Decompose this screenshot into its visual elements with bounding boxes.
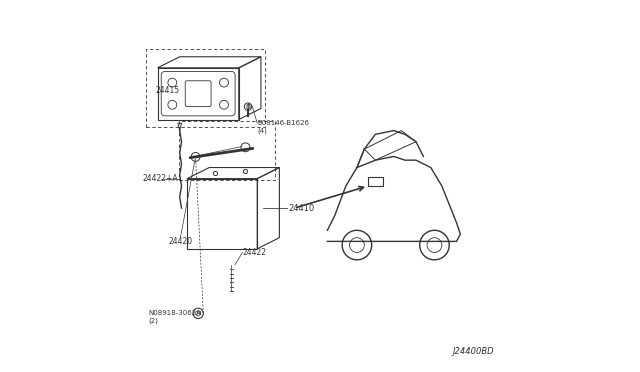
Text: N: N [196, 311, 200, 316]
Bar [368, 177, 383, 186]
Text: N08918-3062A
(2): N08918-3062A (2) [148, 310, 201, 324]
Text: B: B [246, 104, 250, 109]
Text: 24422: 24422 [243, 248, 266, 257]
Text: 24410: 24410 [289, 203, 315, 213]
Text: 24415: 24415 [156, 86, 180, 94]
Text: 24420: 24420 [168, 237, 193, 246]
Text: J24400BD: J24400BD [452, 347, 493, 356]
Text: B08146-B1626
(4): B08146-B1626 (4) [257, 120, 309, 134]
Text: 24422+A: 24422+A [143, 174, 179, 183]
